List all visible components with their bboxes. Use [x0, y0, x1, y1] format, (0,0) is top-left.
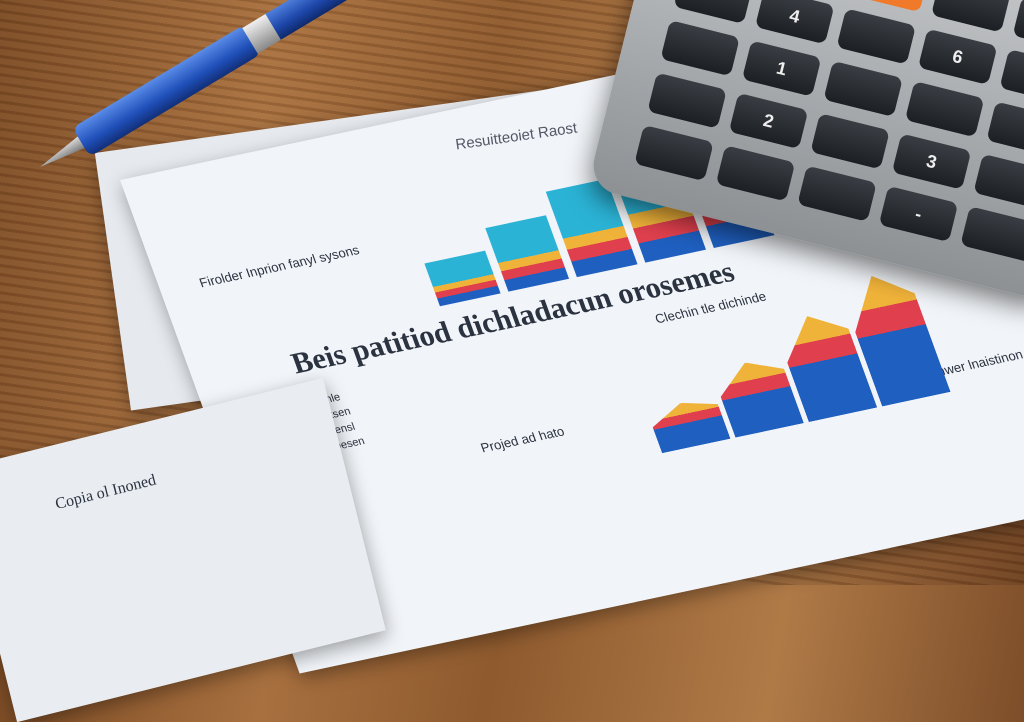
calculator-key[interactable]	[797, 165, 877, 222]
calculator-key[interactable]	[647, 72, 727, 129]
calculator-key[interactable]	[960, 206, 1024, 263]
calculator-key[interactable]	[973, 153, 1024, 211]
section-heading: Projed ad hato	[478, 423, 567, 456]
calculator-key[interactable]	[904, 81, 985, 138]
calculator-key[interactable]: 2	[728, 92, 809, 150]
report-subtitle: Firolder Inprion fanyl sysons	[197, 242, 362, 291]
calculator-key[interactable]	[836, 8, 916, 65]
calculator-key[interactable]: -	[878, 185, 959, 243]
left-heading: Copia ol Inoned	[53, 471, 158, 514]
area-segment	[646, 396, 730, 454]
calculator-key[interactable]: 6	[917, 28, 998, 85]
calculator-key[interactable]	[1012, 0, 1024, 53]
calculator-key[interactable]	[986, 101, 1024, 158]
calculator-key[interactable]	[673, 0, 753, 24]
calculator-key[interactable]	[634, 124, 714, 182]
calculator-key[interactable]	[715, 145, 796, 202]
bar	[485, 214, 570, 292]
calculator-key[interactable]	[849, 0, 930, 13]
calculator-key[interactable]	[660, 20, 740, 77]
calculator-key[interactable]	[999, 49, 1024, 106]
calculator-key[interactable]: 4	[754, 0, 835, 45]
calculator-key[interactable]	[823, 60, 903, 117]
bar	[424, 250, 501, 307]
calculator-key[interactable]	[931, 0, 1011, 33]
calculator-key[interactable]: 3	[891, 133, 972, 190]
calculator-key[interactable]	[810, 113, 890, 170]
calculator-key[interactable]: 1	[741, 40, 822, 97]
